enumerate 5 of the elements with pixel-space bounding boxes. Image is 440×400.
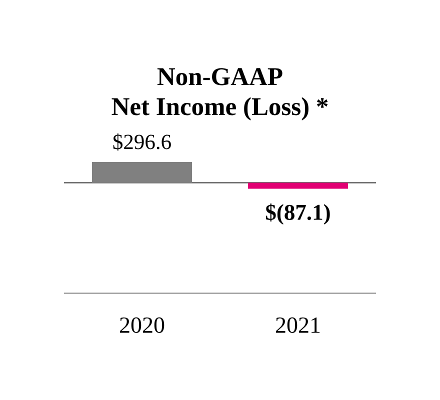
x-tick-label: 2021 [276,317,320,333]
data-label: $296.6 [113,133,171,151]
x-tick-label: 2020 [120,317,164,333]
chart-title: Non-GAAP Net Income (Loss) * [112,68,328,120]
data-label: $(87.1) [266,203,330,225]
